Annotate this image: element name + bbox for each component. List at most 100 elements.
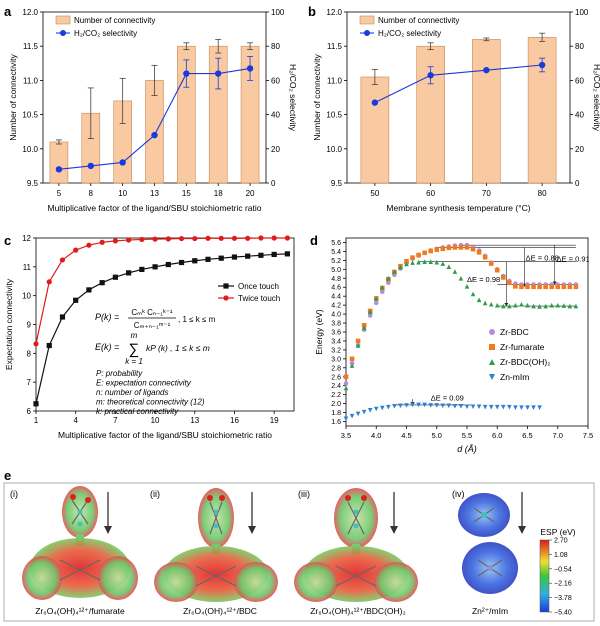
series-point <box>178 259 185 266</box>
legend-bar-swatch <box>55 15 71 25</box>
definition-line: k: practical connectivity <box>96 407 179 416</box>
energy-point <box>476 404 482 410</box>
ytick-label: 9.5 <box>27 179 39 188</box>
energy-point <box>513 302 518 308</box>
series-point <box>192 235 198 242</box>
definition-line: n: number of ligands <box>96 388 169 397</box>
ytick-label: 5.2 <box>331 258 341 265</box>
selectivity-point <box>371 99 379 106</box>
energy-point <box>343 374 349 380</box>
equation-2-upper: m <box>131 331 138 340</box>
ytick-label: 10 <box>22 292 31 301</box>
energy-point <box>537 284 542 290</box>
y2tick-label: 0 <box>271 179 276 188</box>
ytick-label: 1.6 <box>331 419 341 426</box>
y2tick-label: 100 <box>271 8 285 17</box>
ytick-label: 3.2 <box>331 347 341 354</box>
y2tick-label: 60 <box>575 76 584 85</box>
energy-point <box>525 405 530 410</box>
legend-bar-swatch <box>359 15 375 25</box>
legend-label: Once touch <box>238 282 279 291</box>
series-point <box>59 314 66 320</box>
energy-point <box>543 284 548 290</box>
selectivity-point <box>427 72 434 79</box>
energy-point <box>361 325 367 330</box>
energy-point <box>567 284 573 290</box>
energy-point <box>367 309 373 315</box>
energy-point <box>398 403 403 409</box>
series-point <box>86 287 92 293</box>
esp-structure-3 <box>294 488 418 602</box>
selectivity-point <box>538 61 546 69</box>
energy-point <box>561 303 567 308</box>
energy-point <box>567 303 573 309</box>
delta-e-label: ΔE = 0.91 <box>557 254 590 263</box>
colorbar-tick-label: −5.40 <box>554 610 572 617</box>
series-point <box>46 342 52 349</box>
panel-letter-b: b <box>308 4 316 19</box>
energy-point <box>482 300 488 306</box>
ytick-label: 10.5 <box>326 111 342 120</box>
panel-c-chart: 6 7 8 9 10 11 12 1 4 7 10 13 16 19 Once touch Twice tou… <box>4 234 295 440</box>
ytick-label: 2.6 <box>331 374 341 381</box>
energy-point <box>494 267 500 273</box>
energy-point <box>343 381 349 386</box>
equation-1-condition: , 1 ≤ k ≤ m <box>178 315 216 324</box>
selectivity-point <box>183 70 190 77</box>
energy-point <box>410 260 415 265</box>
xtick-label: 6.5 <box>522 431 532 440</box>
energy-point <box>428 248 433 254</box>
equation-2-lower: k = 1 <box>125 357 143 366</box>
xtick-label: 4 <box>73 416 78 425</box>
xtick-label: 8 <box>89 189 94 198</box>
series-point <box>178 235 185 242</box>
energy-point <box>573 284 579 290</box>
xtick-label: 4.0 <box>371 431 381 440</box>
xtick-label: 7.0 <box>553 431 563 440</box>
selectivity-point <box>87 162 94 170</box>
series-point <box>284 251 290 257</box>
esp-label-1: (i) <box>10 489 18 499</box>
ytick-label: 11.5 <box>327 42 343 51</box>
energy-point <box>416 252 421 258</box>
xtick-label: 18 <box>214 189 223 198</box>
series-point <box>139 236 145 243</box>
legend-line-marker <box>60 30 66 36</box>
x-axis-label: Multiplicative factor of the ligand/SBU … <box>47 203 261 213</box>
series-point <box>152 264 158 270</box>
panel-letter-e: e <box>4 468 11 483</box>
y2tick-label: 0 <box>575 179 580 188</box>
xtick-label: 5 <box>57 189 62 198</box>
energy-point <box>513 405 518 410</box>
energy-point <box>355 411 361 417</box>
xtick-label: 13 <box>150 189 159 198</box>
esp-caption-3: Zr₆O₄(OH)₄¹²⁺/BDC(OH)₂ <box>310 606 406 616</box>
xtick-label: 7 <box>113 416 118 425</box>
energy-point <box>561 284 567 290</box>
xtick-label: 6.0 <box>492 431 502 440</box>
energy-point <box>464 404 470 410</box>
series-point <box>165 261 171 268</box>
energy-point <box>422 402 427 408</box>
energy-point <box>398 264 403 270</box>
energy-point <box>501 404 506 410</box>
energy-point <box>434 259 440 265</box>
energy-point <box>458 404 464 409</box>
ytick-label: 5.4 <box>331 249 341 256</box>
series-point <box>152 236 158 242</box>
series-point <box>218 235 224 241</box>
energy-point <box>464 284 470 289</box>
xtick-label: 1 <box>34 416 39 425</box>
series-point <box>271 251 277 258</box>
energy-point <box>488 261 494 266</box>
x-axis-label: d (Å) <box>457 444 477 454</box>
ytick-label: 10.0 <box>22 145 38 154</box>
ytick-label: 4.2 <box>331 303 341 310</box>
energy-point <box>452 404 458 409</box>
series-point <box>99 239 105 245</box>
selectivity-point <box>483 66 490 74</box>
y2tick-label: 80 <box>575 42 584 51</box>
energy-point <box>416 402 421 408</box>
plot-frame <box>345 237 589 427</box>
series-point <box>205 235 211 241</box>
